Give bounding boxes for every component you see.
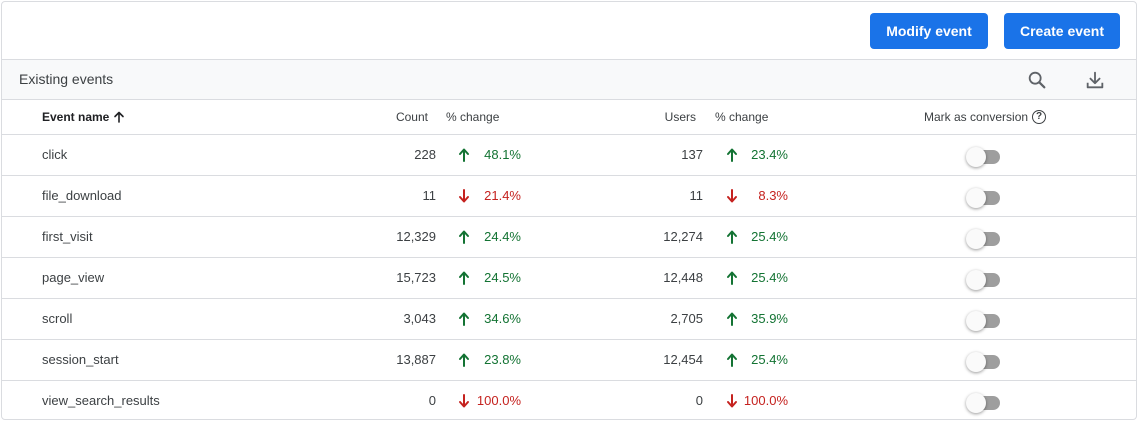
conversion-toggle[interactable] — [966, 270, 1002, 290]
column-header-users-change[interactable]: % change — [715, 110, 769, 124]
download-icon[interactable] — [1084, 69, 1106, 91]
arrow-up-icon — [457, 352, 471, 368]
users-value: 12,448 — [663, 270, 703, 285]
sort-ascending-icon — [114, 111, 125, 123]
count-change-value: 24.5% — [484, 270, 521, 285]
users-change-value: 8.3% — [758, 188, 788, 203]
conversion-toggle[interactable] — [966, 311, 1002, 331]
users-change-value: 35.9% — [751, 311, 788, 326]
event-name: file_download — [42, 188, 122, 203]
arrow-up-icon — [725, 352, 739, 368]
table-row: view_search_results 0 100.0% 0 100.0% — [2, 381, 1136, 419]
toggle-knob — [966, 147, 986, 167]
toggle-knob — [966, 270, 986, 290]
arrow-up-icon — [725, 229, 739, 245]
arrow-down-icon — [725, 188, 739, 204]
arrow-down-icon — [457, 188, 471, 204]
column-header-count[interactable]: Count — [395, 110, 428, 124]
toolbar: Modify event Create event — [2, 2, 1136, 59]
event-name: click — [42, 147, 68, 162]
column-header-event-name[interactable]: Event name — [42, 110, 125, 124]
users-change-value: 23.4% — [751, 147, 788, 162]
conversion-toggle[interactable] — [966, 229, 1002, 249]
users-value: 12,454 — [663, 352, 703, 367]
users-value: 11 — [689, 188, 704, 203]
modify-event-button[interactable]: Modify event — [870, 13, 988, 49]
toggle-knob — [966, 393, 986, 413]
event-name: first_visit — [42, 229, 93, 244]
conversion-toggle[interactable] — [966, 352, 1002, 372]
toggle-knob — [966, 311, 986, 331]
column-header-count-change[interactable]: % change — [446, 110, 500, 124]
table-header: Event name Count % change Users % change… — [2, 100, 1136, 135]
conversion-toggle[interactable] — [966, 393, 1002, 413]
section-title: Existing events — [19, 71, 114, 87]
count-value: 15,723 — [396, 270, 436, 285]
event-name: view_search_results — [42, 393, 160, 408]
count-change-value: 48.1% — [484, 147, 521, 162]
toggle-knob — [966, 188, 986, 208]
count-value: 228 — [414, 147, 436, 162]
search-icon[interactable] — [1026, 69, 1048, 91]
column-header-users[interactable]: Users — [664, 110, 696, 124]
count-value: 11 — [422, 188, 437, 203]
table-row: first_visit 12,329 24.4% 12,274 25.4% — [2, 217, 1136, 258]
count-change-value: 23.8% — [484, 352, 521, 367]
arrow-down-icon — [725, 393, 739, 409]
users-value: 137 — [681, 147, 703, 162]
count-change-value: 100.0% — [476, 393, 521, 408]
users-value: 12,274 — [663, 229, 703, 244]
table-body: click 228 48.1% 137 23.4% file_download … — [2, 135, 1136, 419]
table-row: click 228 48.1% 137 23.4% — [2, 135, 1136, 176]
table-row: scroll 3,043 34.6% 2,705 35.9% — [2, 299, 1136, 340]
count-value: 0 — [428, 393, 436, 408]
event-name: session_start — [42, 352, 119, 367]
toggle-knob — [966, 352, 986, 372]
count-change-value: 34.6% — [484, 311, 521, 326]
arrow-up-icon — [725, 270, 739, 286]
arrow-up-icon — [725, 147, 739, 163]
count-value: 3,043 — [403, 311, 436, 326]
count-value: 13,887 — [396, 352, 436, 367]
table-row: file_download 11 21.4% 11 8.3% — [2, 176, 1136, 217]
conversion-toggle[interactable] — [966, 188, 1002, 208]
column-label-event-name: Event name — [42, 110, 110, 124]
table-row: session_start 13,887 23.8% 12,454 25.4% — [2, 340, 1136, 381]
event-name: scroll — [42, 311, 73, 326]
table-row: page_view 15,723 24.5% 12,448 25.4% — [2, 258, 1136, 299]
column-header-conversion: Mark as conversion ? — [924, 110, 1047, 124]
count-value: 12,329 — [396, 229, 436, 244]
column-label-conversion: Mark as conversion — [924, 110, 1029, 124]
users-change-value: 25.4% — [751, 229, 788, 244]
toggle-knob — [966, 229, 986, 249]
count-change-value: 21.4% — [484, 188, 521, 203]
users-change-value: 25.4% — [751, 270, 788, 285]
event-name: page_view — [42, 270, 105, 285]
arrow-up-icon — [725, 311, 739, 327]
arrow-up-icon — [457, 147, 471, 163]
section-header: Existing events — [2, 59, 1136, 100]
users-change-value: 25.4% — [751, 352, 788, 367]
arrow-down-icon — [457, 393, 471, 409]
arrow-up-icon — [457, 229, 471, 245]
count-change-value: 24.4% — [484, 229, 521, 244]
users-change-value: 100.0% — [743, 393, 788, 408]
users-value: 0 — [695, 393, 703, 408]
help-icon[interactable]: ? — [1032, 110, 1047, 124]
create-event-button[interactable]: Create event — [1004, 13, 1120, 49]
conversion-toggle[interactable] — [966, 147, 1002, 167]
arrow-up-icon — [457, 311, 471, 327]
arrow-up-icon — [457, 270, 471, 286]
users-value: 2,705 — [670, 311, 703, 326]
